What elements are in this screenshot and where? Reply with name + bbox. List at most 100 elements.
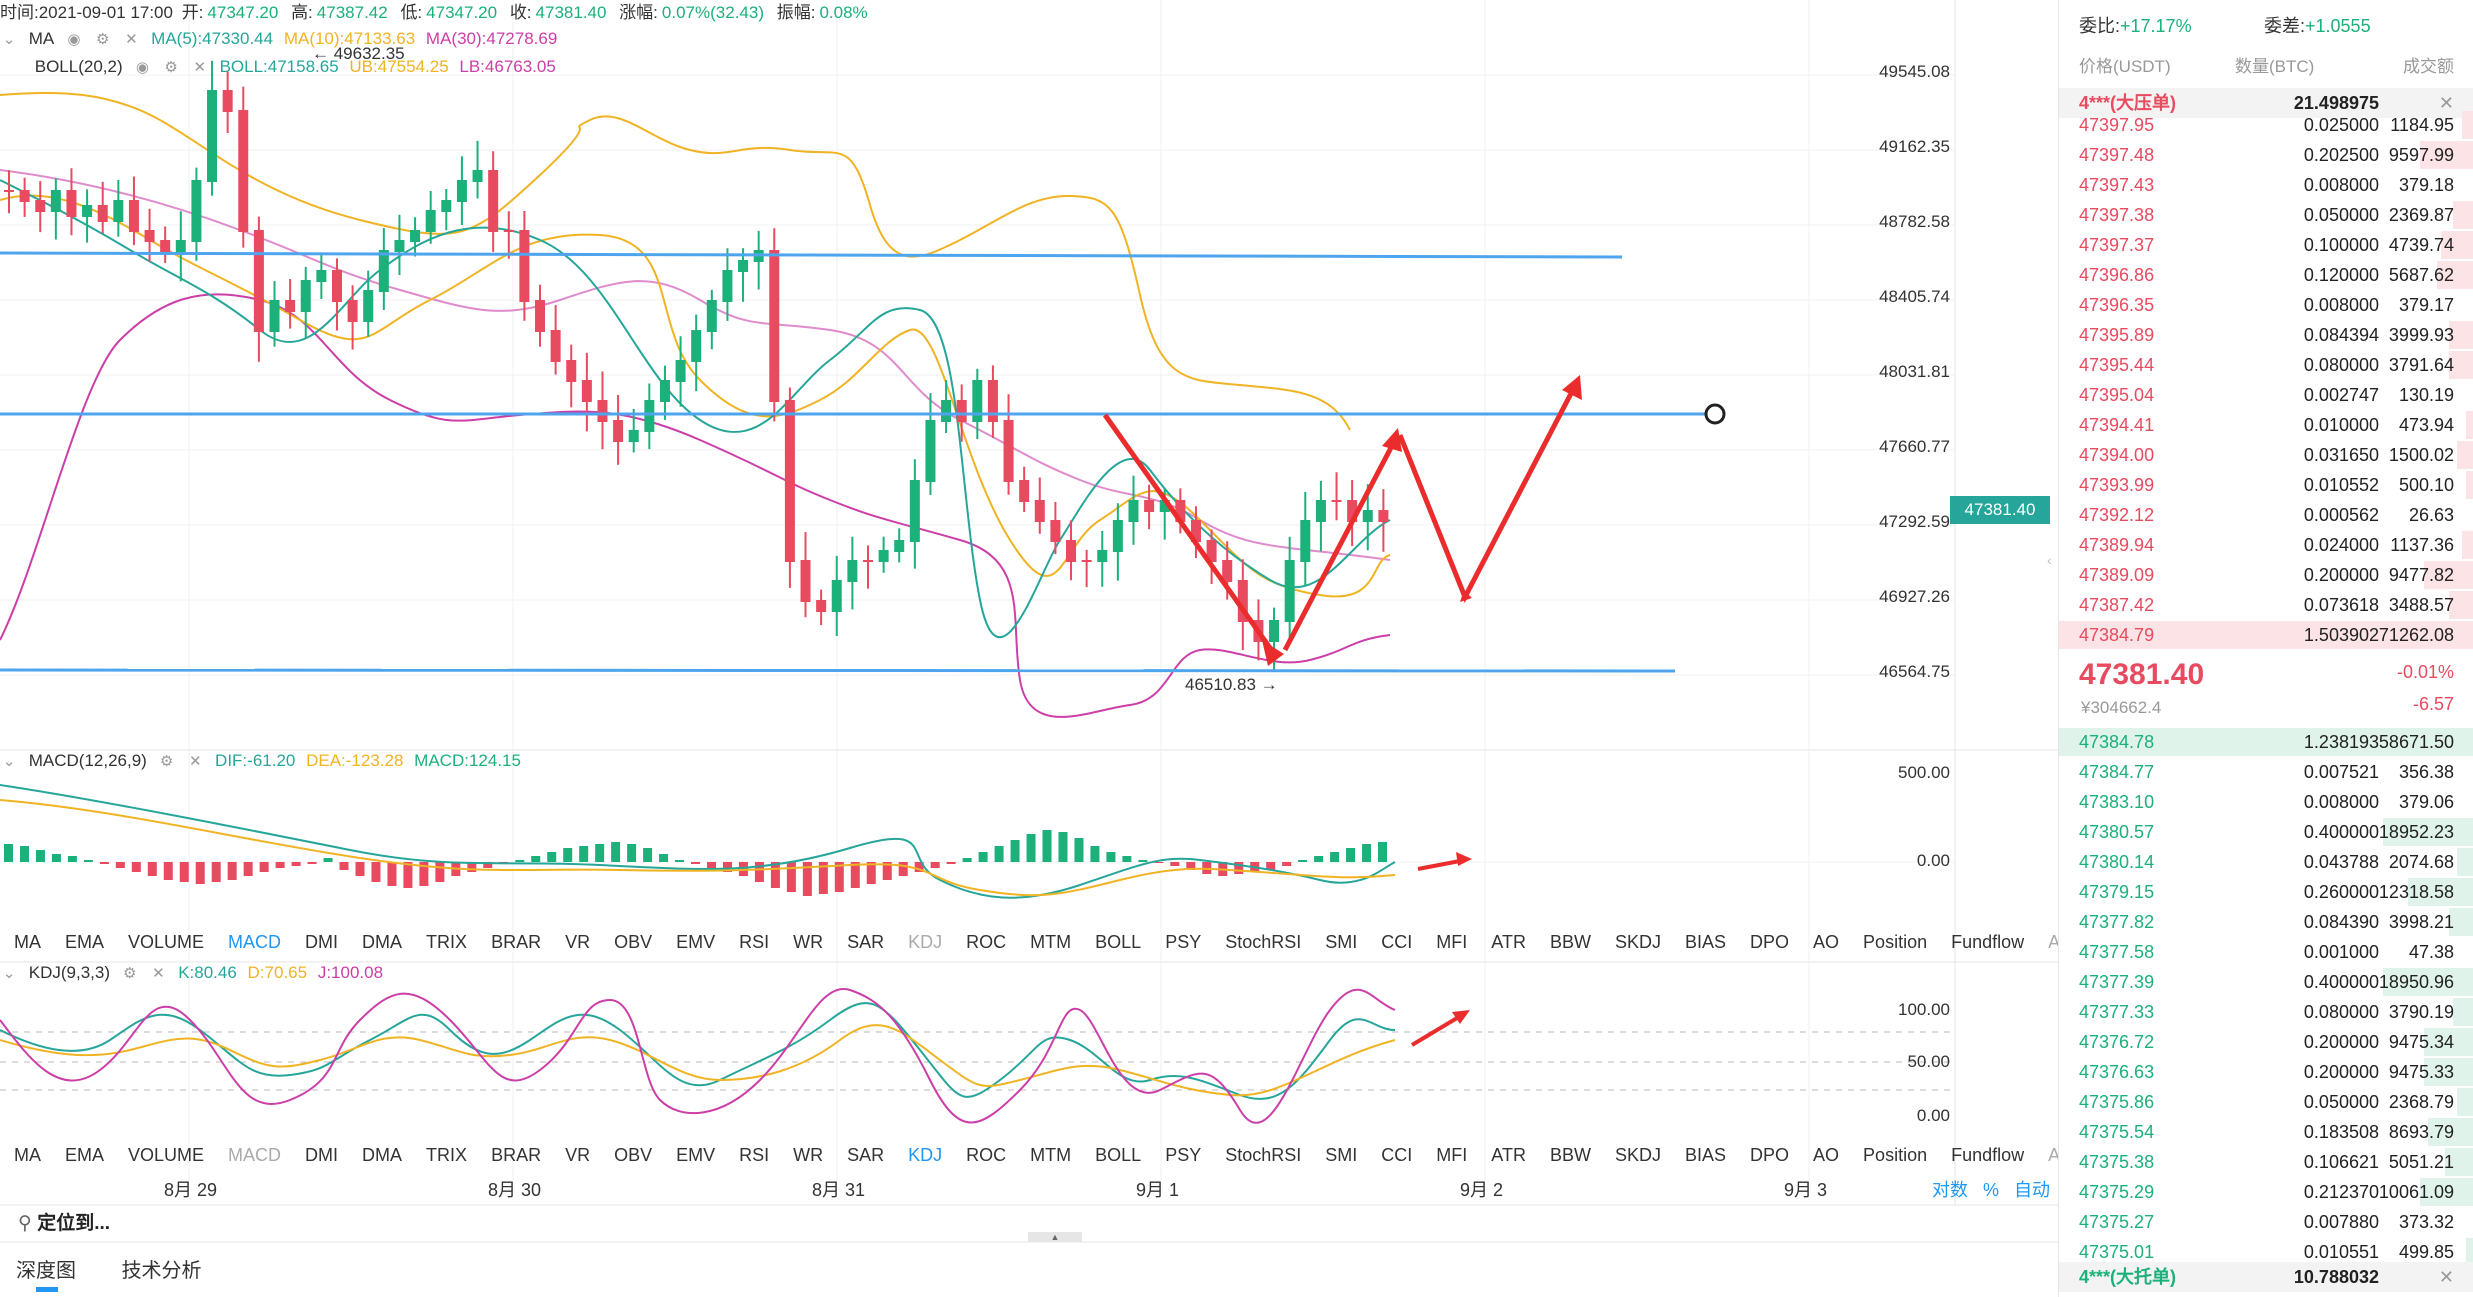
orderbook-row[interactable]: 47397.37 0.100000 4739.74 — [2059, 230, 2473, 260]
line-handle[interactable] — [1704, 403, 1726, 425]
indicator-tab-fundflow[interactable]: Fundflow — [1951, 932, 2025, 952]
indicator-tab-mtm[interactable]: MTM — [1030, 1145, 1072, 1165]
indicator-tab-position[interactable]: Position — [1863, 1145, 1928, 1165]
orderbook-row[interactable]: 47395.89 0.084394 3999.93 — [2059, 320, 2473, 350]
indicator-tab-bbw[interactable]: BBW — [1549, 1145, 1591, 1165]
orderbook-row[interactable]: 47392.12 0.000562 26.63 — [2059, 500, 2473, 530]
indicator-tab-dmi[interactable]: DMI — [305, 1145, 339, 1165]
indicator-tab-vr[interactable]: VR — [565, 932, 591, 952]
indicator-tab-smi[interactable]: SMI — [1325, 1145, 1358, 1165]
orderbook-row[interactable]: 47380.57 0.400000 18952.23 — [2059, 817, 2473, 847]
indicator-tab-ao[interactable]: AO — [1813, 1145, 1840, 1165]
orderbook-row[interactable]: 47375.29 0.212370 10061.09 — [2059, 1177, 2473, 1207]
indicator-tab-mfi[interactable]: MFI — [1436, 932, 1468, 952]
support-line[interactable] — [0, 668, 1676, 673]
indicator-tab-ai-netvol[interactable]: AI-NetVOL — [2048, 1145, 2058, 1165]
chart-area[interactable]: 时间:2021-09-01 17:00 开: 47347.20 高: 47387.4… — [0, 0, 2058, 1297]
drag-handle-icon[interactable]: ▲ — [1028, 1232, 1082, 1242]
collapse-chevron-icon[interactable]: ⌄ — [2, 965, 16, 982]
indicator-tab-ma[interactable]: MA — [14, 1145, 41, 1165]
indicator-tab-kdj[interactable]: KDJ — [908, 932, 943, 952]
tab-technical-analysis[interactable]: 技术分析 — [121, 1260, 202, 1282]
orderbook-row[interactable]: 47389.09 0.200000 9477.82 — [2059, 560, 2473, 590]
locate-to-button[interactable]: ⚲ 定位到... — [18, 1208, 110, 1235]
indicator-tab-dma[interactable]: DMA — [362, 1145, 403, 1165]
indicator-tab-position[interactable]: Position — [1863, 932, 1928, 952]
macd-arrow[interactable] — [1417, 858, 1466, 871]
settings-icon[interactable]: ⚙ — [159, 753, 174, 770]
orderbook-row[interactable]: 47384.77 0.007521 356.38 — [2059, 757, 2473, 787]
indicator-tab-wr[interactable]: WR — [793, 932, 824, 952]
indicator-tab-skdj[interactable]: SKDJ — [1614, 932, 1661, 952]
indicator-tab-bias[interactable]: BIAS — [1684, 932, 1727, 952]
settings-icon[interactable]: ⚙ — [95, 31, 110, 48]
collapse-chevron-icon[interactable]: ⌄ — [2, 31, 16, 48]
orderbook-row[interactable]: 47377.82 0.084390 3998.21 — [2059, 907, 2473, 937]
eye-icon[interactable]: ◉ — [67, 31, 81, 48]
orderbook-row[interactable]: 47375.27 0.007880 373.32 — [2059, 1207, 2473, 1237]
indicator-tab-volume[interactable]: VOLUME — [128, 1145, 205, 1165]
orderbook-row[interactable]: 47377.39 0.400000 18950.96 — [2059, 967, 2473, 997]
indicator-tab-brar[interactable]: BRAR — [491, 1145, 542, 1165]
indicator-tab-kdj[interactable]: KDJ — [908, 1145, 943, 1165]
indicator-tab-psy[interactable]: PSY — [1165, 932, 1202, 952]
indicator-tab-ema[interactable]: EMA — [65, 932, 105, 952]
indicator-tab-brar[interactable]: BRAR — [491, 932, 542, 952]
indicator-tab-fundflow[interactable]: Fundflow — [1951, 1145, 2025, 1165]
orderbook-row[interactable]: 47375.54 0.183508 8693.79 — [2059, 1117, 2473, 1147]
auto-mode-button[interactable]: 自动 — [2014, 1180, 2050, 1200]
log-mode-button[interactable]: 对数 — [1931, 1180, 1968, 1200]
indicator-tab-dpo[interactable]: DPO — [1750, 1145, 1790, 1165]
orderbook-row[interactable]: 47397.48 0.202500 9597.99 — [2059, 140, 2473, 170]
indicator-tab-obv[interactable]: OBV — [614, 932, 653, 952]
close-icon[interactable]: ✕ — [2438, 1267, 2454, 1287]
orderbook-row[interactable]: 47393.99 0.010552 500.10 — [2059, 470, 2473, 500]
indicator-tab-emv[interactable]: EMV — [676, 932, 716, 952]
collapse-chevron-icon[interactable]: ⌄ — [2, 753, 16, 770]
indicator-tab-bias[interactable]: BIAS — [1684, 1145, 1727, 1165]
indicator-tab-ma[interactable]: MA — [14, 932, 41, 952]
orderbook-row[interactable]: 47396.35 0.008000 379.17 — [2059, 290, 2473, 320]
close-icon[interactable]: ✕ — [189, 753, 202, 770]
indicator-tab-obv[interactable]: OBV — [614, 1145, 653, 1165]
big-bid-row[interactable]: 4***(大托单) 10.788032 ✕ — [2059, 1262, 2473, 1292]
indicator-tab-rsi[interactable]: RSI — [739, 1145, 770, 1165]
big-ask-row[interactable]: 4***(大压单) 21.498975 ✕ — [2059, 88, 2473, 118]
indicator-tab-macd[interactable]: MACD — [228, 932, 282, 952]
close-icon[interactable]: ✕ — [125, 31, 138, 48]
indicator-tab-cci[interactable]: CCI — [1381, 1145, 1413, 1165]
forecast-arrows[interactable] — [1102, 380, 1580, 657]
indicator-tab-trix[interactable]: TRIX — [426, 932, 468, 952]
indicator-tab-macd[interactable]: MACD — [228, 1145, 282, 1165]
indicator-tab-skdj[interactable]: SKDJ — [1614, 1145, 1661, 1165]
indicator-tab-mtm[interactable]: MTM — [1030, 932, 1072, 952]
orderbook-row[interactable]: 47376.63 0.200000 9475.33 — [2059, 1057, 2473, 1087]
indicator-tab-wr[interactable]: WR — [793, 1145, 824, 1165]
indicator-tab-bbw[interactable]: BBW — [1549, 932, 1591, 952]
indicator-tab-ema[interactable]: EMA — [65, 1145, 105, 1165]
orderbook-row[interactable]: 47375.01 0.010551 499.85 — [2059, 1237, 2473, 1267]
indicator-tab-atr[interactable]: ATR — [1491, 1145, 1526, 1165]
orderbook-row[interactable]: 47384.78 1.238193 58671.50 — [2059, 727, 2473, 757]
eye-icon[interactable]: ◉ — [135, 59, 149, 76]
indicator-tab-sar[interactable]: SAR — [847, 932, 885, 952]
percent-mode-button[interactable]: % — [1982, 1180, 1999, 1200]
indicator-tab-smi[interactable]: SMI — [1325, 932, 1358, 952]
orderbook-row[interactable]: 47377.33 0.080000 3790.19 — [2059, 997, 2473, 1027]
indicator-tab-boll[interactable]: BOLL — [1095, 932, 1142, 952]
close-icon[interactable]: ✕ — [2438, 93, 2454, 113]
orderbook-row[interactable]: 47375.38 0.106621 5051.21 — [2059, 1147, 2473, 1177]
orderbook-row[interactable]: 47377.58 0.001000 47.38 — [2059, 937, 2473, 967]
orderbook-row[interactable]: 47383.10 0.008000 379.06 — [2059, 787, 2473, 817]
indicator-tab-roc[interactable]: ROC — [966, 1145, 1007, 1165]
orderbook-row[interactable]: 47397.43 0.008000 379.18 — [2059, 170, 2473, 200]
indicator-tab-volume[interactable]: VOLUME — [128, 932, 205, 952]
arrow-down[interactable] — [1102, 413, 1278, 657]
indicator-tab-dpo[interactable]: DPO — [1750, 932, 1790, 952]
orderbook-row[interactable]: 47394.00 0.031650 1500.02 — [2059, 440, 2473, 470]
resistance-line[interactable] — [0, 251, 1623, 259]
settings-icon[interactable]: ⚙ — [164, 59, 178, 76]
indicator-tab-dma[interactable]: DMA — [362, 932, 403, 952]
orderbook-row[interactable]: 47376.72 0.200000 9475.34 — [2059, 1027, 2473, 1057]
orderbook-row[interactable]: 47384.79 1.503902 71262.08 — [2059, 620, 2473, 650]
